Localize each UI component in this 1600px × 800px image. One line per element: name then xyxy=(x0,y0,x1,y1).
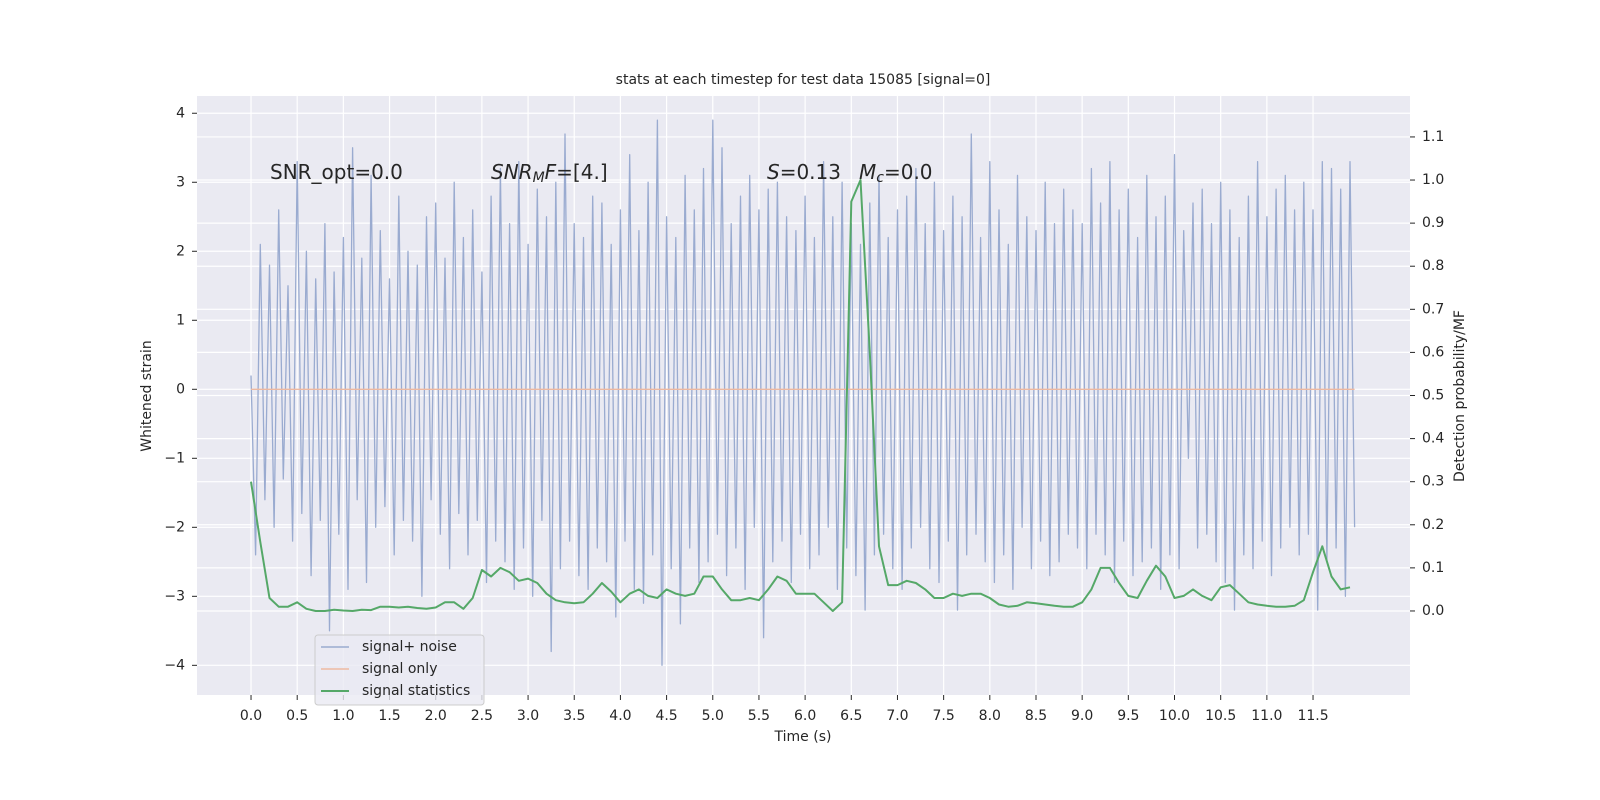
x-tick-label: 6.5 xyxy=(840,708,862,724)
y2-tick-label: 0.9 xyxy=(1422,215,1444,231)
legend-box xyxy=(314,634,485,706)
x-tick-label: 2.0 xyxy=(425,708,447,724)
annotation-part: =[4.] xyxy=(556,160,607,184)
y-tick-label: −2 xyxy=(164,519,185,535)
y-axis-label: Whitened strain xyxy=(139,340,155,451)
x-tick-label: 0.5 xyxy=(286,708,308,724)
legend-label: signal statistics xyxy=(362,683,470,699)
y2-tick-label: 0.1 xyxy=(1422,560,1444,576)
x-tick-label: 9.0 xyxy=(1071,708,1093,724)
annotation-part: =0.0 xyxy=(884,160,933,184)
annotation-part: M xyxy=(859,160,876,184)
y2-tick-label: 0.3 xyxy=(1422,474,1444,490)
y-tick-label: 2 xyxy=(176,243,185,259)
y2-axis-label: Detection probability/MF xyxy=(1452,310,1468,482)
y2-tick-label: 0.5 xyxy=(1422,388,1444,404)
y-tick-label: 4 xyxy=(176,105,185,121)
legend-label: signal only xyxy=(362,661,437,677)
annotation-part: c xyxy=(876,170,884,186)
x-tick-label: 7.0 xyxy=(886,708,908,724)
x-tick-label: 11.5 xyxy=(1297,708,1328,724)
series-line xyxy=(250,179,1351,612)
y-tick-label: 1 xyxy=(176,312,185,328)
y-tick-label: 0 xyxy=(176,381,185,397)
x-tick-label: 6.0 xyxy=(794,708,816,724)
annotation-part: SNR xyxy=(491,160,533,184)
x-tick-label: 0.0 xyxy=(240,708,262,724)
annotation-part: S xyxy=(767,160,780,184)
legend-label: signal+ noise xyxy=(362,639,457,655)
y-tick-label: −1 xyxy=(164,450,185,466)
y2-tick-label: 0.4 xyxy=(1422,431,1444,447)
x-tick-label: 8.5 xyxy=(1025,708,1047,724)
annotation-part: M xyxy=(533,170,545,186)
annotation: S=0.13 xyxy=(767,160,841,184)
y-tick-label: −3 xyxy=(164,588,185,604)
x-tick-label: 1.5 xyxy=(378,708,400,724)
y-tick-label: 3 xyxy=(176,174,185,190)
x-tick-label: 7.5 xyxy=(933,708,955,724)
series-line xyxy=(250,119,1356,666)
chart-title: stats at each timestep for test data 150… xyxy=(616,72,991,88)
y2-tick-label: 0.7 xyxy=(1422,301,1444,317)
x-tick-label: 3.0 xyxy=(517,708,539,724)
annotation: SNRMF=[4.] xyxy=(491,160,608,187)
x-tick-label: 9.5 xyxy=(1117,708,1139,724)
y2-tick-label: 0.6 xyxy=(1422,344,1444,360)
x-tick-label: 4.0 xyxy=(609,708,631,724)
x-tick-label: 2.5 xyxy=(471,708,493,724)
x-tick-label: 5.0 xyxy=(702,708,724,724)
annotation-part: =0.13 xyxy=(780,160,841,184)
y2-tick-label: 1.0 xyxy=(1422,172,1444,188)
x-tick-label: 8.0 xyxy=(979,708,1001,724)
x-axis-label: Time (s) xyxy=(774,729,832,745)
x-tick-label: 3.5 xyxy=(563,708,585,724)
annotation: Mc=0.0 xyxy=(859,160,933,187)
y2-tick-label: 1.1 xyxy=(1422,129,1444,145)
y2-tick-label: 0.8 xyxy=(1422,258,1444,274)
x-tick-label: 11.0 xyxy=(1251,708,1282,724)
x-tick-label: 10.5 xyxy=(1205,708,1236,724)
x-tick-label: 5.5 xyxy=(748,708,770,724)
annotation: SNR_opt=0.0 xyxy=(270,160,403,184)
x-tick-label: 10.0 xyxy=(1159,708,1190,724)
x-tick-label: 1.0 xyxy=(332,708,354,724)
annotation-part: SNR_opt=0.0 xyxy=(270,160,403,184)
y2-tick-label: 0.0 xyxy=(1422,603,1444,619)
legend: signal+ noise signal only signal statistic… xyxy=(314,634,485,706)
annotation-part: F xyxy=(545,160,557,184)
y-tick-label: −4 xyxy=(164,657,185,673)
x-tick-label: 4.5 xyxy=(655,708,677,724)
y2-tick-label: 0.2 xyxy=(1422,517,1444,533)
